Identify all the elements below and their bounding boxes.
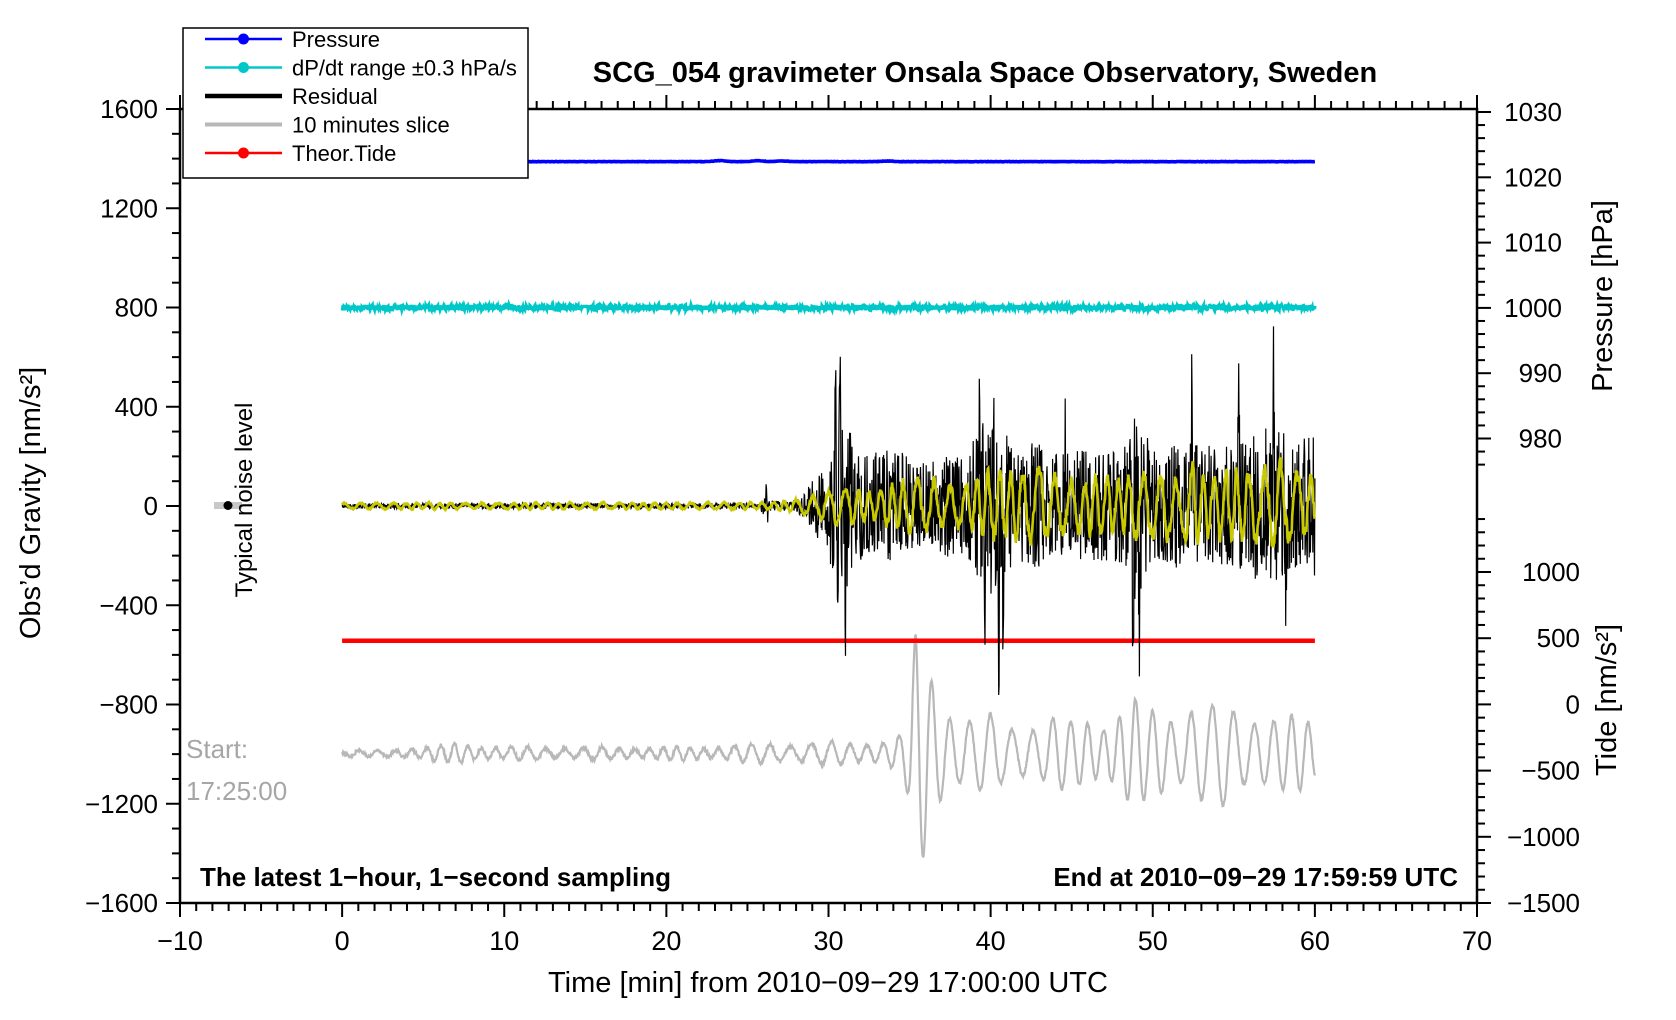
pressure-tick-label: 990 (1519, 358, 1562, 388)
tide-tick-label: −1000 (1507, 822, 1580, 852)
axes-layer: −10 0 10 20 30 40 50 60 70−1600−1200−800−4000400… (85, 94, 1580, 956)
gravity-axis-title: Obs’d Gravity [nm/s²] (15, 367, 47, 639)
legend-item-label: Theor.Tide (292, 141, 396, 166)
legend-sample-dot (238, 62, 249, 73)
noise-level-label: Typical noise level (231, 403, 258, 598)
x-tick-label: 50 (1138, 926, 1168, 956)
gravity-tick-label: −800 (99, 690, 158, 720)
residual-smooth-series-line (340, 455, 1317, 548)
dpdt-series-line (340, 298, 1317, 317)
x-tick-label: 30 (813, 926, 843, 956)
tide-tick-label: 500 (1537, 623, 1580, 653)
gravity-tick-label: 800 (115, 293, 158, 323)
residual-series-line (341, 326, 1316, 696)
gravity-tick-label: 0 (144, 491, 158, 521)
slice-series-line (341, 634, 1316, 858)
annotation-layer: Typical noise level Start: 17:25:00 The lat… (186, 403, 1458, 892)
x-tick-label: 20 (651, 926, 681, 956)
pressure-tick-label: 1030 (1504, 97, 1562, 127)
start-time-label: 17:25:00 (186, 776, 287, 806)
pressure-tick-label: 980 (1519, 424, 1562, 454)
gravity-tick-label: −400 (99, 590, 158, 620)
noise-marker-dot (223, 501, 233, 510)
end-note: End at 2010−09−29 17:59:59 UTC (1053, 862, 1458, 892)
pressure-tick-label: 1010 (1504, 228, 1562, 258)
tide-axis-title: Tide [nm/s²] (1591, 624, 1623, 776)
tide-tick-label: −1500 (1507, 888, 1580, 918)
pressure-tick-label: 1000 (1504, 293, 1562, 323)
x-tick-label: 0 (335, 926, 350, 956)
tide-tick-label: −500 (1521, 756, 1580, 786)
tide-tick-label: 1000 (1522, 557, 1580, 587)
series-layer (340, 158, 1317, 858)
gravity-tick-label: −1200 (85, 789, 158, 819)
start-label: Start: (186, 734, 248, 764)
legend-sample-dot (238, 33, 249, 45)
sampling-note: The latest 1−hour, 1−second sampling (200, 862, 671, 892)
legend-item-label: Residual (292, 84, 378, 109)
x-tick-label: 10 (489, 926, 519, 956)
tide-tick-label: 0 (1566, 689, 1580, 719)
legend-item-label: Pressure (292, 27, 380, 52)
gravity-tick-label: 1600 (100, 94, 158, 124)
legend-item-label: 10 minutes slice (292, 113, 450, 138)
x-tick-label: 60 (1300, 926, 1330, 956)
chart-title: SCG_054 gravimeter Onsala Space Observat… (593, 57, 1377, 89)
x-tick-label: −10 (157, 926, 203, 956)
x-tick-label: 40 (976, 926, 1006, 956)
legend-frame (182, 27, 529, 179)
legend-item-label: dP/dt range ±0.3 hPa/s (292, 56, 517, 81)
pressure-tick-label: 1020 (1504, 162, 1562, 192)
gravity-tick-label: −1600 (85, 888, 158, 918)
pressure-axis-title: Pressure [hPa] (1587, 200, 1619, 392)
legend-sample-dot (238, 147, 249, 159)
legend-box: Pressure dP/dt range ±0.3 hPa/s Residual 10… (182, 27, 529, 179)
x-tick-label: 70 (1462, 926, 1492, 956)
x-axis-title: Time [min] from 2010−09−29 17:00:00 UTC (548, 967, 1108, 999)
gravity-tick-label: 400 (115, 392, 158, 422)
gravity-tick-label: 1200 (100, 193, 158, 223)
